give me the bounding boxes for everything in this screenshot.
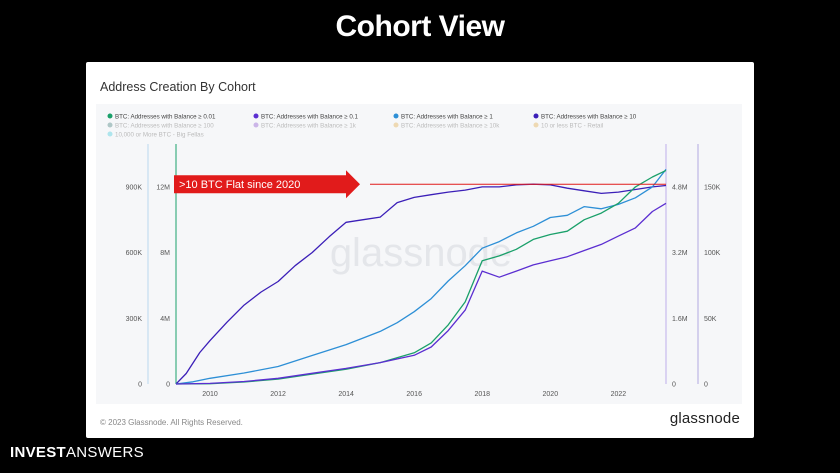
legend-dot [107, 113, 113, 119]
y-tick-label: 600K [126, 250, 143, 257]
x-tick-label: 2014 [338, 391, 354, 398]
legend-label: 10 or less BTC - Retail [541, 123, 603, 130]
legend-label: 10,000 or More BTC - Big Fellas [115, 132, 204, 139]
annotation-arrow [174, 170, 360, 199]
chart-card: Address Creation By Cohort BTC: Addresse… [86, 62, 754, 438]
plot-area[interactable]: BTC: Addresses with Balance ≥ 0.01 BTC: A… [96, 104, 742, 404]
y-tick-label: 4.8M [672, 184, 688, 191]
legend-dot [533, 113, 539, 119]
y-tick-label: 3.2M [672, 250, 688, 257]
legend-label: BTC: Addresses with Balance ≥ 100 [115, 123, 214, 130]
glassnode-logo: glassnode [669, 410, 740, 427]
y-tick-label: 12M [156, 184, 170, 191]
legend-label: BTC: Addresses with Balance ≥ 10k [401, 123, 500, 130]
investanswers-logo: INVESTANSWERS [10, 444, 144, 461]
logo-thin: ANSWERS [65, 444, 144, 461]
annotation-label: >10 BTC Flat since 2020 [179, 179, 300, 191]
legend-dot [253, 122, 259, 128]
legend-label: BTC: Addresses with Balance ≥ 1 [401, 114, 493, 121]
y-tick-label: 0 [672, 382, 676, 389]
y-tick-label: 4M [160, 316, 170, 323]
y-tick-label: 0 [138, 382, 142, 389]
series-line [175, 202, 667, 385]
y-tick-label: 150K [704, 184, 721, 191]
y-tick-label: 50K [704, 316, 717, 323]
legend-dot [107, 122, 113, 128]
copyright: © 2023 Glassnode. All Rights Reserved. [100, 418, 243, 427]
x-tick-label: 2010 [202, 391, 218, 398]
y-tick-label: 300K [126, 316, 143, 323]
y-tick-label: 900K [126, 184, 143, 191]
legend-label: BTC: Addresses with Balance ≥ 10 [541, 114, 637, 121]
x-tick-label: 2020 [543, 391, 559, 398]
legend-dot [393, 122, 399, 128]
chart-title: Address Creation By Cohort [100, 80, 256, 94]
legend-dot [253, 113, 259, 119]
slide-title: Cohort View [335, 10, 505, 43]
y-tick-label: 100K [704, 250, 721, 257]
legend-label: BTC: Addresses with Balance ≥ 0.1 [261, 114, 359, 121]
x-tick-label: 2012 [270, 391, 286, 398]
legend-dot [107, 131, 113, 137]
x-tick-label: 2022 [611, 391, 627, 398]
x-tick-label: 2016 [406, 391, 422, 398]
series-line [175, 169, 667, 385]
series-line [175, 183, 667, 385]
y-tick-label: 0 [704, 382, 708, 389]
legend-label: BTC: Addresses with Balance ≥ 1k [261, 123, 357, 130]
y-tick-label: 8M [160, 250, 170, 257]
y-tick-label: 0 [166, 382, 170, 389]
logo-bold: INVEST [10, 444, 66, 461]
legend-dot [533, 122, 539, 128]
y-tick-label: 1.6M [672, 316, 688, 323]
watermark: glassnode [330, 231, 512, 275]
x-tick-label: 2018 [474, 391, 490, 398]
legend-label: BTC: Addresses with Balance ≥ 0.01 [115, 114, 216, 121]
legend-dot [393, 113, 399, 119]
address-creation-chart[interactable]: BTC: Addresses with Balance ≥ 0.01 BTC: A… [96, 104, 742, 404]
